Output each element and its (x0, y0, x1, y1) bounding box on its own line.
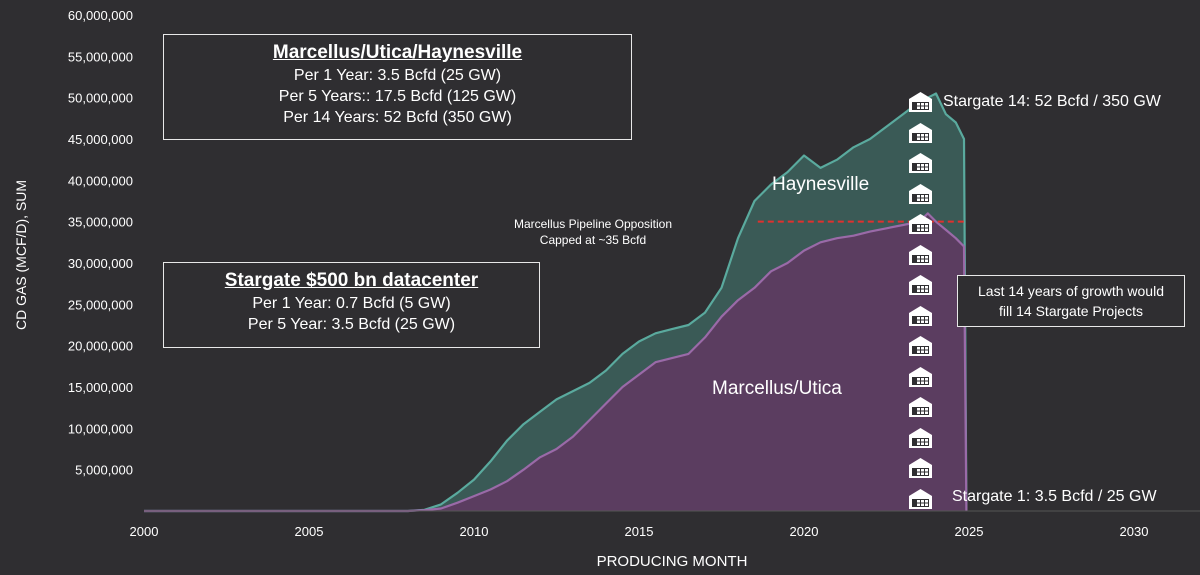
x-tick-label: 2000 (130, 524, 159, 539)
pipeline-cap-line-1: Marcellus Pipeline Opposition (513, 217, 673, 231)
haynesville-region-label: Haynesville (772, 174, 870, 195)
marcellus-region-label: Marcellus/Utica (712, 378, 842, 399)
stargate-summary-line-2: fill 14 Stargate Projects (999, 303, 1143, 319)
x-axis-label: PRODUCING MONTH (597, 553, 748, 570)
y-tick-label: 15,000,000 (68, 380, 133, 395)
regional-growth-box: Marcellus/Utica/Haynesville Per 1 Year: … (163, 34, 632, 140)
regional-growth-title: Marcellus/Utica/Haynesville (272, 42, 523, 63)
y-axis-label: CD GAS (MCF/D), SUM (13, 180, 29, 330)
x-tick-label: 2030 (1120, 524, 1149, 539)
regional-growth-line-2: Per 5 Years:: 17.5 Bcfd (125 GW) (278, 88, 517, 105)
datacenter-icon (909, 427, 932, 448)
datacenter-icon (909, 305, 932, 326)
stargate-summary-line-1: Last 14 years of growth would (978, 283, 1164, 299)
x-tick-label: 2005 (295, 524, 324, 539)
datacenter-icon (909, 183, 932, 204)
datacenter-icon (909, 122, 932, 143)
y-tick-labels: 5,000,000 10,000,000 15,000,000 20,000,000 2… (68, 8, 133, 478)
y-tick-label: 25,000,000 (68, 297, 133, 312)
datacenter-icon (909, 214, 932, 235)
y-tick-label: 60,000,000 (68, 8, 133, 23)
marcellus-area (144, 213, 967, 511)
stargate-14-label: Stargate 14: 52 Bcfd / 350 GW (943, 93, 1161, 110)
x-tick-label: 2010 (460, 524, 489, 539)
pipeline-cap-annotation: Marcellus Pipeline Opposition Capped at … (478, 216, 708, 248)
stargate-summary-box: Last 14 years of growth would fill 14 St… (957, 275, 1185, 327)
stargate-demand-title: Stargate $500 bn datacenter (224, 270, 479, 291)
stargate-demand-box: Stargate $500 bn datacenter Per 1 Year: … (163, 262, 540, 348)
datacenter-icon (909, 397, 932, 418)
regional-growth-line-3: Per 14 Years: 52 Bcfd (350 GW) (283, 109, 512, 126)
y-tick-label: 5,000,000 (75, 463, 133, 478)
datacenter-icon (909, 458, 932, 479)
datacenter-icon (909, 92, 932, 112)
y-tick-label: 10,000,000 (68, 421, 133, 436)
y-tick-label: 30,000,000 (68, 256, 133, 271)
x-tick-label: 2015 (625, 524, 654, 539)
x-tick-label: 2025 (955, 524, 984, 539)
datacenter-icon (909, 275, 932, 296)
datacenter-icon (909, 336, 932, 357)
datacenter-icon (909, 489, 932, 509)
pipeline-cap-line-2: Capped at ~35 Bcfd (539, 233, 647, 247)
y-tick-label: 35,000,000 (68, 215, 133, 230)
datacenter-icon (909, 244, 932, 265)
y-tick-label: 55,000,000 (68, 49, 133, 64)
stargate-1-label: Stargate 1: 3.5 Bcfd / 25 GW (952, 488, 1157, 505)
stargate-demand-line-1: Per 1 Year: 0.7 Bcfd (5 GW) (252, 295, 451, 312)
y-tick-label: 45,000,000 (68, 132, 133, 147)
y-tick-label: 20,000,000 (68, 339, 133, 354)
datacenter-icon (909, 366, 932, 387)
stargate-demand-line-2: Per 5 Year: 3.5 Bcfd (25 GW) (247, 316, 456, 333)
x-tick-labels: 2000 2005 2010 2015 2020 2025 2030 (130, 524, 1149, 539)
x-tick-label: 2020 (790, 524, 819, 539)
regional-growth-line-1: Per 1 Year: 3.5 Bcfd (25 GW) (293, 67, 502, 84)
y-tick-label: 40,000,000 (68, 173, 133, 188)
datacenter-icon (909, 153, 932, 174)
y-tick-label: 50,000,000 (68, 91, 133, 106)
